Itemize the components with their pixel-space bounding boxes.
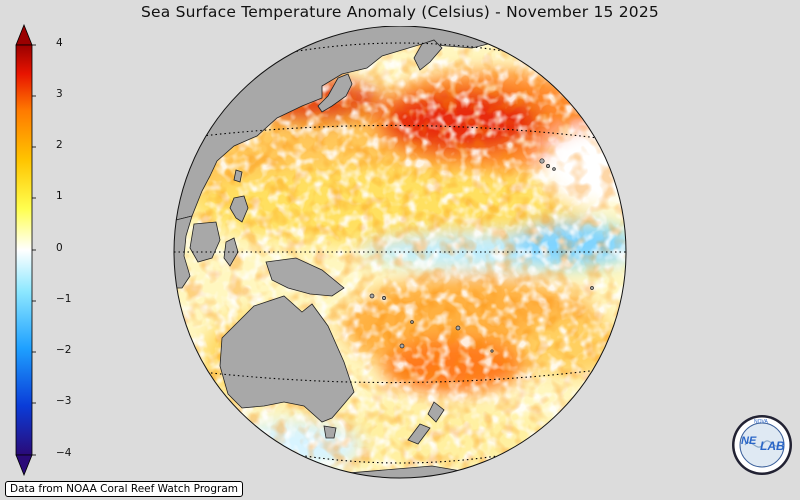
graticule-line-60S [291, 453, 511, 464]
colorbar-tick-2: 2 [56, 139, 63, 151]
colorbar-tick-neg2: −2 [56, 344, 72, 356]
landmass-new-guinea [265, 257, 345, 297]
colorbar-legend: 4 3 2 1 0 −1 −2 −3 −4 [14, 23, 71, 480]
colorbar-tick-1: 1 [56, 190, 63, 202]
globe-map [173, 26, 627, 479]
landmass-indochina [174, 215, 193, 289]
landmass-kamchatka [413, 39, 443, 71]
colorbar-tick-neg3: −3 [56, 395, 72, 407]
logo-text-left: NE [741, 435, 757, 447]
colorbar-tick-3: 3 [56, 88, 63, 100]
landmass-philippines [229, 169, 249, 223]
logo-ring-text: NOVA [754, 419, 768, 425]
pacific-islands [369, 158, 594, 353]
logo-text-right: LAB [760, 439, 785, 453]
landmass-australia [219, 295, 355, 423]
graticule-line-60N [291, 42, 511, 53]
landmass-new-zealand [407, 401, 445, 445]
globe-outline [173, 26, 627, 479]
landmass-antarctica [311, 465, 503, 478]
landmass-sulawesi [223, 237, 239, 267]
colorbar-extend-min [15, 454, 33, 477]
colorbar-bar [15, 23, 36, 477]
graticule-line-30N [201, 124, 599, 139]
graticule-line-30S [201, 369, 599, 384]
map-title: Sea Surface Temperature Anomaly (Celsius… [141, 3, 659, 21]
landmass-japan [317, 73, 353, 113]
graticule [174, 42, 626, 464]
colorbar-extend-max [15, 23, 33, 46]
nevlab-logo: NE LAB NOVA [732, 415, 792, 475]
colorbar-tick-4: 4 [56, 37, 63, 49]
colorbar-tick-neg4: −4 [56, 447, 72, 459]
colorbar-tick-neg1: −1 [56, 293, 72, 305]
data-credit: Data from NOAA Coral Reef Watch Program [5, 481, 243, 497]
colorbar-tick-0: 0 [56, 242, 63, 254]
landmass-tasmania [323, 425, 337, 439]
